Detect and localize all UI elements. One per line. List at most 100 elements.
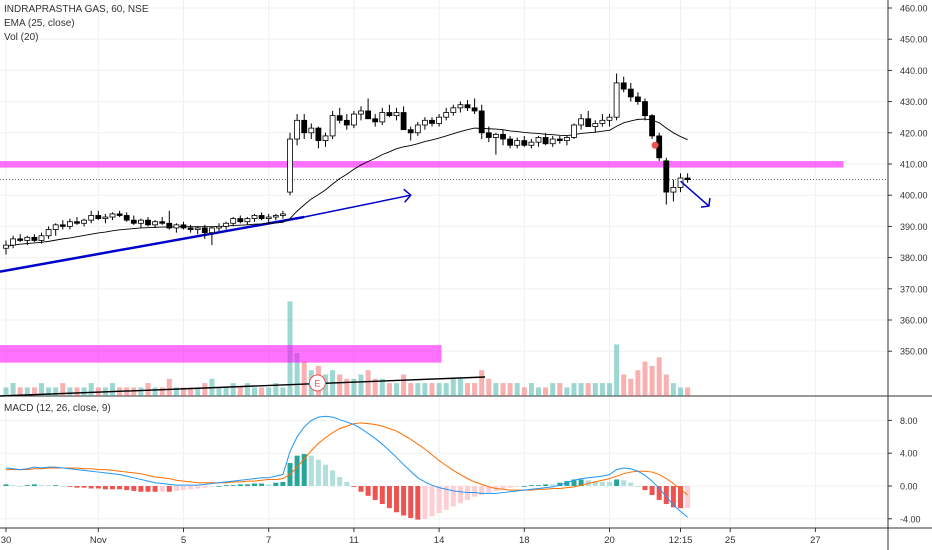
time-axis-label: 18	[519, 535, 530, 546]
candle-body	[464, 104, 471, 109]
candle-body	[556, 138, 563, 141]
volume-bar	[550, 383, 556, 396]
candle-body	[152, 221, 159, 226]
candle-body	[606, 116, 613, 121]
volume-bar	[173, 387, 179, 396]
trendline	[0, 215, 305, 273]
macd-histogram-bar	[628, 482, 634, 486]
volume-bar	[67, 387, 73, 396]
candle-body	[436, 116, 443, 124]
macd-histogram-bar	[670, 486, 676, 508]
macd-histogram-bar	[95, 486, 101, 489]
volume-bar	[415, 383, 421, 396]
signal-dot	[651, 141, 659, 149]
macd-histogram-bar	[88, 486, 94, 489]
candle-body	[336, 115, 343, 121]
time-axis-label: 20	[604, 535, 615, 546]
macd-histogram-bar	[379, 486, 385, 505]
candle-body	[10, 238, 17, 246]
macd-histogram-bar	[521, 486, 527, 487]
volume-bar	[670, 383, 676, 396]
macd-axis-label: -4.00	[900, 514, 921, 524]
price-axis-label: 400.00	[900, 191, 928, 201]
candle-body	[88, 215, 95, 221]
candle-body	[450, 107, 457, 113]
candle-body	[301, 119, 308, 134]
macd-histogram-bar	[472, 486, 478, 497]
volume-bar	[408, 383, 414, 396]
candle-body	[166, 222, 173, 229]
volume-bar	[31, 387, 37, 396]
candle-body	[123, 215, 130, 221]
volume-bar	[394, 383, 399, 396]
volume-bar	[344, 378, 350, 396]
macd-histogram-bar	[223, 485, 229, 486]
price-axis-label: 440.00	[900, 66, 928, 76]
price-axis-label: 460.00	[900, 4, 928, 14]
macd-histogram-bar	[642, 486, 648, 491]
volume-bar	[443, 383, 449, 396]
macd-histogram-bar	[81, 486, 87, 488]
macd-histogram-bar	[145, 486, 151, 492]
candle-body	[279, 213, 286, 216]
candle-body	[613, 82, 620, 118]
volume-bar	[188, 387, 194, 396]
macd-histogram-bar	[394, 486, 399, 513]
macd-histogram-bar	[159, 486, 165, 492]
time-axis-label: 12:15	[669, 535, 693, 546]
macd-histogram-bar	[528, 485, 534, 486]
volume-bar	[81, 387, 87, 396]
symbol-label[interactable]: INDRAPRASTHA GAS, 60, NSE	[4, 4, 149, 15]
ema-line	[5, 118, 688, 248]
volume-zone	[0, 345, 442, 363]
volume-bar	[365, 370, 371, 396]
volume-bar	[60, 383, 66, 396]
macd-histogram-bar	[663, 486, 669, 505]
volume-bar	[507, 383, 513, 396]
macd-axis-label: 4.00	[900, 449, 918, 459]
candle-body	[684, 177, 691, 180]
volume-bar	[592, 383, 598, 396]
volume-bar	[152, 387, 158, 396]
macd-histogram-bar	[450, 486, 456, 507]
macd-histogram-bar	[635, 486, 641, 487]
candle-body	[102, 216, 109, 219]
candle-body	[485, 132, 492, 138]
volume-bar	[337, 374, 343, 396]
volume-label[interactable]: Vol (20)	[4, 32, 39, 43]
volume-bar	[266, 387, 272, 396]
macd-histogram-bar	[173, 486, 179, 491]
macd-histogram-bar	[39, 485, 44, 486]
candle-body	[315, 127, 322, 141]
candle-body	[535, 137, 542, 143]
macd-histogram-bar	[344, 481, 350, 486]
candle-body	[230, 218, 237, 224]
macd-histogram-bar	[24, 485, 30, 486]
volume-bar	[372, 378, 378, 396]
candle-body	[287, 138, 293, 193]
volume-bar	[450, 378, 456, 396]
ema-label[interactable]: EMA (25, close)	[4, 18, 75, 29]
macd-histogram-bar	[10, 485, 16, 486]
volume-bar	[244, 383, 250, 396]
candle-body	[17, 238, 24, 241]
projection-arrow-head	[700, 198, 711, 208]
candle-body	[3, 244, 9, 249]
macd-label[interactable]: MACD (12, 26, close, 9)	[4, 403, 111, 414]
macd-histogram-bar	[53, 485, 59, 486]
candle-body	[429, 119, 435, 124]
candle-body	[194, 227, 201, 230]
macd-histogram-bar	[294, 455, 300, 486]
candle-body	[421, 119, 428, 126]
candle-body	[592, 123, 599, 127]
candle-body	[350, 113, 357, 126]
macd-histogram-bar	[60, 486, 66, 487]
macd-histogram-bar	[152, 486, 158, 492]
macd-histogram-bar	[31, 484, 37, 486]
candle-body	[365, 110, 372, 120]
macd-histogram-bar	[195, 486, 201, 489]
volume-bar	[528, 383, 534, 396]
macd-histogram-bar	[429, 486, 435, 517]
macd-histogram-bar	[117, 486, 123, 490]
